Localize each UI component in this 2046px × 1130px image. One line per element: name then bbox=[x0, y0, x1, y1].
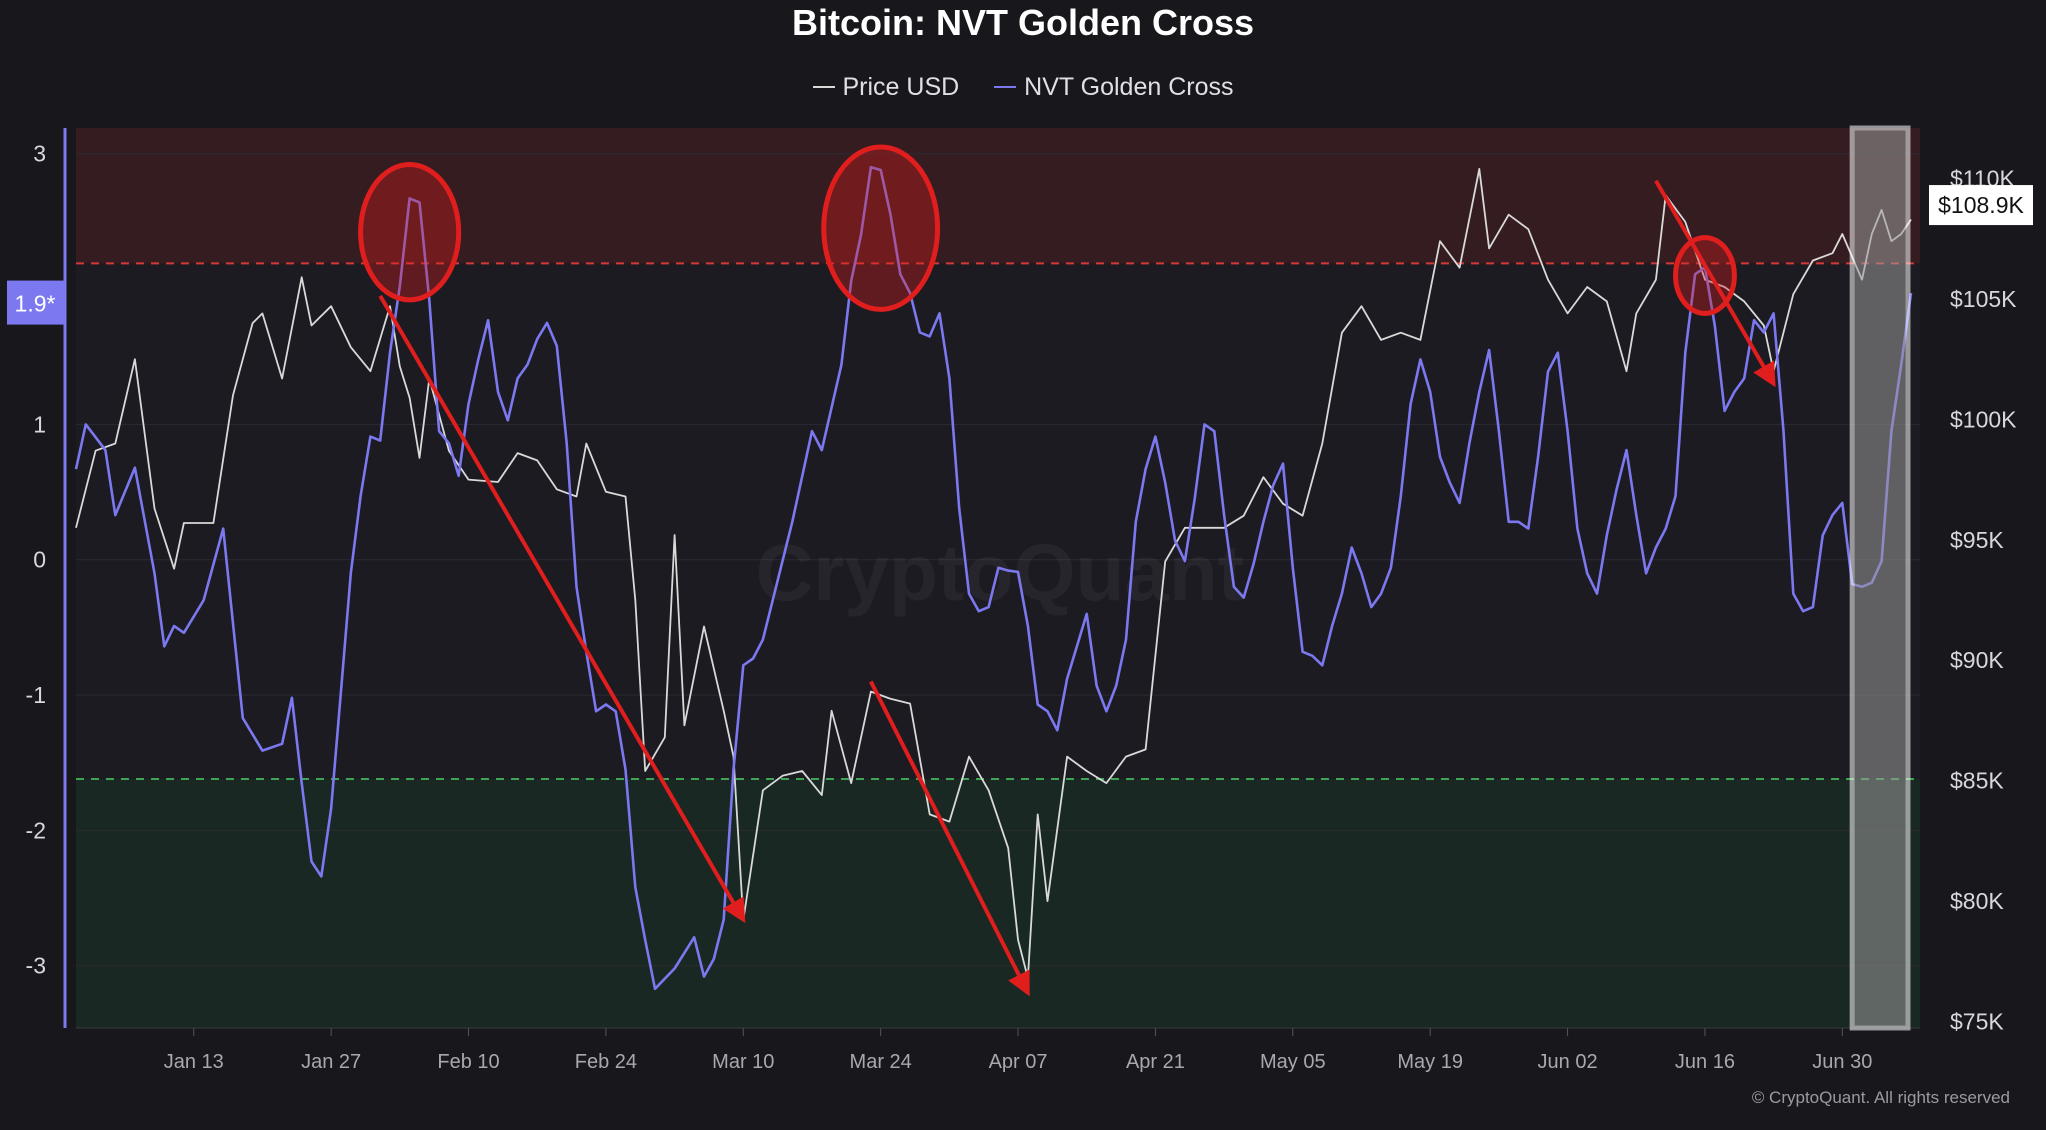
nvt-golden-cross-line bbox=[74, 165, 1913, 991]
legend-swatch bbox=[812, 86, 835, 88]
left-axis-tick: 1 bbox=[33, 411, 46, 437]
annotation-arrow bbox=[378, 294, 746, 924]
current-price-value: $108.9K bbox=[1938, 192, 2024, 218]
x-axis-tick: Feb 24 bbox=[575, 1051, 637, 1073]
x-axis-tick: Jun 16 bbox=[1675, 1051, 1735, 1073]
x-axis-tick: Feb 10 bbox=[437, 1051, 499, 1073]
legend-item-price[interactable]: Price USD bbox=[812, 72, 960, 102]
copyright-footer: © CryptoQuant. All rights reserved bbox=[1751, 1088, 2010, 1107]
annotation-arrow bbox=[1654, 179, 1776, 388]
legend-swatch bbox=[994, 86, 1017, 88]
right-axis-tick: $95K bbox=[1950, 527, 2004, 553]
annotation-arrow bbox=[869, 680, 1030, 997]
x-axis-tick: Mar 24 bbox=[850, 1051, 912, 1073]
annotation-circle bbox=[358, 162, 462, 303]
right-axis-tick: $90K bbox=[1950, 647, 2004, 673]
current-price-badge bbox=[1929, 185, 2033, 226]
right-axis-tick: $75K bbox=[1950, 1008, 2004, 1034]
left-axis-tick: -2 bbox=[26, 817, 46, 843]
current-nvt-value: 1.9* bbox=[15, 291, 56, 317]
overbought-zone bbox=[76, 128, 1920, 264]
x-axis-tick: May 19 bbox=[1397, 1051, 1463, 1073]
left-axis-tick: 0 bbox=[33, 547, 46, 573]
x-axis-tick: Jan 27 bbox=[301, 1051, 361, 1073]
chart-title: Bitcoin: NVT Golden Cross bbox=[791, 2, 1255, 43]
x-axis-tick: Apr 21 bbox=[1126, 1051, 1185, 1073]
x-axis-tick: Jun 30 bbox=[1812, 1051, 1872, 1073]
right-axis-tick: $105K bbox=[1950, 286, 2017, 312]
legend-item-nvt[interactable]: NVT Golden Cross bbox=[994, 73, 1233, 102]
left-axis-tick: 3 bbox=[33, 141, 46, 167]
highlight-box bbox=[1849, 125, 1911, 1031]
right-axis-tick: $85K bbox=[1950, 768, 2004, 794]
watermark: CryptoQuant bbox=[756, 528, 1245, 617]
legend-label: NVT Golden Cross bbox=[1024, 72, 1234, 101]
x-axis-tick: Jan 13 bbox=[164, 1051, 224, 1073]
right-axis-tick: $100K bbox=[1950, 406, 2017, 432]
x-axis-tick: Apr 07 bbox=[989, 1051, 1048, 1073]
annotation-circle bbox=[821, 144, 941, 312]
current-nvt-badge bbox=[7, 280, 64, 325]
x-axis-tick: Jun 02 bbox=[1538, 1051, 1598, 1073]
left-axis-tick: -1 bbox=[26, 682, 46, 708]
legend-label: Price USD bbox=[842, 72, 960, 101]
price-usd-line bbox=[75, 168, 1912, 979]
x-axis-tick: Mar 10 bbox=[712, 1051, 774, 1073]
right-axis-tick: $80K bbox=[1950, 888, 2004, 914]
x-axis-tick: May 05 bbox=[1260, 1051, 1326, 1073]
legend: Price USD NVT Golden Cross bbox=[0, 66, 2046, 102]
left-axis-tick: -3 bbox=[26, 953, 46, 979]
